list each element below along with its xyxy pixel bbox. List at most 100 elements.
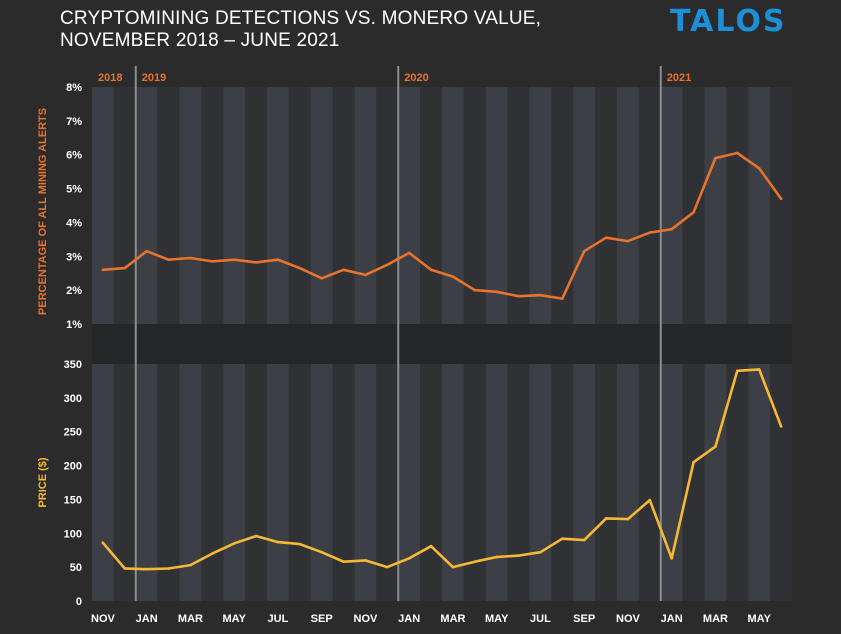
month-band <box>223 364 246 601</box>
month-band <box>288 87 311 324</box>
monero-price-point <box>123 567 127 570</box>
month-band <box>551 87 574 324</box>
x-tick-label: NOV <box>91 613 116 625</box>
x-tick-label: NOV <box>354 613 379 625</box>
x-tick-label: MAY <box>485 613 509 625</box>
monero-price-point <box>364 559 367 562</box>
monero-price-point <box>473 560 477 564</box>
month-band <box>376 364 399 601</box>
x-tick-label: SEP <box>311 613 333 625</box>
x-tick-label: SEP <box>573 613 595 625</box>
month-band <box>354 87 377 324</box>
monero-price-point <box>670 557 673 560</box>
mining-alerts-point <box>692 210 695 214</box>
month-band <box>245 364 267 601</box>
mining-alerts-point <box>407 251 411 255</box>
month-band <box>310 364 333 601</box>
mining-alerts-line <box>101 151 783 300</box>
mining-alerts-point <box>561 297 564 300</box>
mining-alerts-point <box>473 288 477 292</box>
y-tick-label: 150 <box>64 494 82 506</box>
monero-price-point <box>604 517 608 520</box>
mining-alerts-point <box>517 294 520 298</box>
mining-alerts-point <box>648 231 652 234</box>
monero-price-point <box>298 542 302 546</box>
month-band <box>726 87 749 324</box>
monero-price-point <box>254 534 258 538</box>
mining-alerts-point <box>276 258 280 261</box>
month-band <box>157 87 180 324</box>
mining-alerts-point <box>167 258 170 261</box>
y-tick-label: 1% <box>66 319 82 331</box>
month-band <box>420 87 442 324</box>
y-tick-label: 6% <box>66 150 82 162</box>
monero-price-point <box>561 537 564 541</box>
month-band <box>223 87 246 324</box>
y-tick-label: 200 <box>64 461 82 473</box>
y-tick-label: 50 <box>70 562 82 574</box>
monero-price-point <box>736 369 739 373</box>
year-label: 2021 <box>667 72 691 84</box>
month-band <box>179 364 202 601</box>
mining-alerts-point <box>211 260 214 263</box>
mining-alerts-point <box>736 151 739 155</box>
x-tick-label: MAR <box>178 613 203 625</box>
month-band <box>551 364 574 601</box>
mining-alerts-point <box>298 266 302 270</box>
chart-title-line-1: CRYPTOMINING DETECTIONS VS. MONERO VALUE… <box>60 8 542 29</box>
month-band <box>682 87 705 324</box>
x-tick-label: JAN <box>661 613 683 625</box>
x-tick-label: NOV <box>616 613 641 625</box>
mining-alerts-point <box>101 268 105 272</box>
month-band <box>573 364 596 601</box>
mining-alerts-point <box>626 239 630 243</box>
y-tick-label: 0 <box>76 596 82 608</box>
series <box>101 151 783 571</box>
month-band <box>179 87 202 324</box>
mining-alerts-point <box>429 268 433 272</box>
monero-price-point <box>320 550 323 554</box>
month-bands <box>92 87 792 601</box>
y-tick-label: 300 <box>64 393 82 405</box>
month-band <box>704 87 727 324</box>
x-tick-label: JAN <box>136 613 158 625</box>
month-band <box>201 87 224 324</box>
month-band <box>770 87 792 324</box>
mining-alerts-point <box>386 263 389 267</box>
monero-price-point <box>648 498 652 502</box>
month-band <box>92 364 114 601</box>
monero-price-point <box>429 544 433 548</box>
month-band <box>595 87 617 324</box>
month-band <box>748 87 771 324</box>
month-band <box>638 87 661 324</box>
month-band <box>660 87 683 324</box>
mining-alerts-point <box>582 249 586 253</box>
month-band <box>442 87 464 324</box>
month-band <box>442 364 464 601</box>
month-band <box>398 87 421 324</box>
mining-alerts-point <box>232 258 236 261</box>
monero-price-point <box>145 567 148 571</box>
month-band <box>420 364 442 601</box>
month-band <box>92 87 114 324</box>
y-tick-label: 4% <box>66 217 82 229</box>
month-band <box>595 364 617 601</box>
mining-alerts-point <box>320 276 323 280</box>
mining-alerts-point <box>495 290 498 294</box>
month-band <box>463 364 486 601</box>
talos-logo: TALOS <box>670 4 787 39</box>
y-tick-label: 8% <box>66 82 82 94</box>
year-markers: 2018 2019 2020 2021 <box>98 66 691 601</box>
mining-alerts-point <box>145 249 148 253</box>
month-band <box>638 364 661 601</box>
x-tick-label: MAR <box>440 613 465 625</box>
x-tick-label: JAN <box>398 613 420 625</box>
monero-price-point <box>342 560 345 564</box>
month-band <box>376 87 399 324</box>
chart-title-line-2: NOVEMBER 2018 – JUNE 2021 <box>60 30 340 51</box>
monero-price-point <box>495 555 498 559</box>
y-tick-label: 2% <box>66 285 82 297</box>
month-band <box>310 87 333 324</box>
